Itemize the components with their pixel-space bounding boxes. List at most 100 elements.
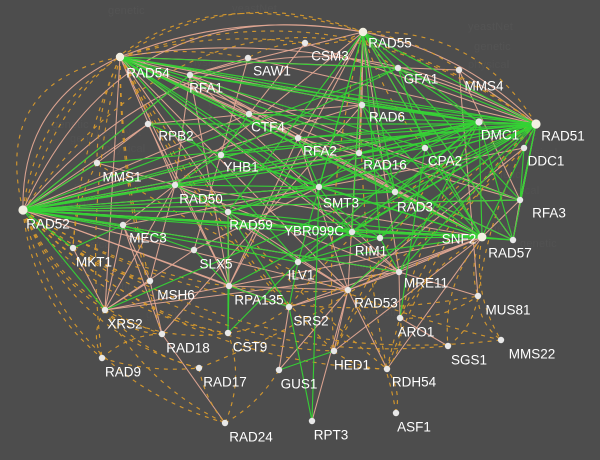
edge-coexpression xyxy=(228,285,290,308)
node-ybr099c[interactable] xyxy=(348,228,356,236)
edge-coexpression xyxy=(288,261,299,308)
node-label-rad52: RAD52 xyxy=(26,217,70,232)
node-label-rdh54: RDH54 xyxy=(392,375,437,390)
edge-physical xyxy=(399,317,449,347)
edge-coexpression xyxy=(519,123,537,201)
edge-coexpression xyxy=(318,186,353,233)
node-srs2[interactable] xyxy=(285,303,293,311)
edge-coexpression xyxy=(227,211,353,233)
edge-coexpression xyxy=(297,236,483,263)
node-label-snf2: SNF2 xyxy=(442,232,477,247)
node-rad24[interactable] xyxy=(221,419,229,427)
edge-genetic xyxy=(399,295,479,319)
node-mms22[interactable] xyxy=(497,336,505,344)
node-rad51[interactable] xyxy=(531,119,541,129)
node-cpa2[interactable] xyxy=(421,144,429,152)
node-label-dmc1: DMC1 xyxy=(481,128,519,143)
edge-physical xyxy=(347,236,483,291)
node-label-rad54: RAD54 xyxy=(126,66,170,81)
node-yhb1[interactable] xyxy=(217,151,225,159)
edge-coexpression xyxy=(397,67,480,123)
node-sgs1[interactable] xyxy=(444,342,452,350)
edge-genetic xyxy=(22,56,121,211)
edge-coexpression xyxy=(358,123,537,154)
node-rfa2[interactable] xyxy=(294,134,302,142)
node-mms1[interactable] xyxy=(93,159,101,167)
node-rad16[interactable] xyxy=(355,149,363,157)
node-ddc1[interactable] xyxy=(520,144,528,152)
edge-coexpression xyxy=(297,121,480,139)
edge-physical xyxy=(96,162,176,186)
node-gfa1[interactable] xyxy=(394,64,402,72)
node-rad57[interactable] xyxy=(509,236,517,244)
node-label-mec3: MEC3 xyxy=(129,231,167,246)
node-label-layer: RAD54 RFA1 SAW1 CSM3 RAD55 GFA1 MMS4 RPB2 CTF4 RA… xyxy=(26,36,585,445)
node-slx5[interactable] xyxy=(190,246,198,254)
edge-genetic xyxy=(477,295,502,341)
edge-coexpression xyxy=(174,184,229,213)
node-hed1[interactable] xyxy=(330,347,338,355)
node-rad3[interactable] xyxy=(391,188,399,196)
edge-physical xyxy=(278,306,290,371)
node-rad50[interactable] xyxy=(171,181,179,189)
node-gus1[interactable] xyxy=(275,366,283,374)
node-asf1[interactable] xyxy=(392,409,400,417)
node-rad55[interactable] xyxy=(358,27,368,37)
edge-coexpression xyxy=(119,56,299,263)
edge-coexpression xyxy=(22,209,74,249)
edge-coexpression xyxy=(22,191,396,211)
edge-genetic xyxy=(119,30,537,125)
node-mus81[interactable] xyxy=(474,292,482,300)
node-ctf4[interactable] xyxy=(245,110,253,118)
node-mms4[interactable] xyxy=(455,66,463,74)
watermark-text: yeastNet xyxy=(468,21,513,33)
node-layer[interactable] xyxy=(18,27,541,427)
node-csm3[interactable] xyxy=(301,39,309,47)
node-label-rad24: RAD24 xyxy=(229,430,273,445)
node-snf2[interactable] xyxy=(477,232,487,242)
edge-coexpression xyxy=(379,123,537,239)
edge-coexpression xyxy=(147,123,222,156)
node-rpa135[interactable] xyxy=(225,282,233,290)
node-rad17[interactable] xyxy=(195,364,203,372)
node-msh6[interactable] xyxy=(146,277,154,285)
edge-genetic xyxy=(362,31,460,71)
node-rad9[interactable] xyxy=(98,354,106,362)
node-rpb2[interactable] xyxy=(144,120,152,128)
node-label-yhb1: YHB1 xyxy=(223,160,258,175)
node-dmc1[interactable] xyxy=(475,118,483,126)
node-cst9[interactable] xyxy=(224,329,232,337)
node-rad6[interactable] xyxy=(358,101,366,109)
node-smt3[interactable] xyxy=(315,183,323,191)
edge-physical xyxy=(119,24,364,58)
edge-genetic xyxy=(333,123,537,352)
node-rad59[interactable] xyxy=(224,208,232,216)
node-rad52[interactable] xyxy=(18,205,28,215)
node-mkt1[interactable] xyxy=(69,244,77,252)
node-rad53[interactable] xyxy=(344,286,352,294)
node-mre11[interactable] xyxy=(395,268,403,276)
node-aro1[interactable] xyxy=(396,314,404,322)
node-rfa3[interactable] xyxy=(516,196,524,204)
edge-coexpression xyxy=(362,31,480,123)
node-ilv1[interactable] xyxy=(294,258,302,266)
edge-coexpression xyxy=(174,184,320,188)
node-saw1[interactable] xyxy=(244,54,252,62)
edge-coexpression xyxy=(297,237,381,263)
node-mec3[interactable] xyxy=(119,221,127,229)
edge-physical xyxy=(174,184,349,291)
node-xrs2[interactable] xyxy=(101,306,109,314)
node-label-ilv1: ILV1 xyxy=(288,268,315,283)
node-rdh54[interactable] xyxy=(383,365,391,373)
edge-coexpression xyxy=(227,285,230,334)
node-rim1[interactable] xyxy=(376,234,384,242)
node-rpt3[interactable] xyxy=(308,417,316,425)
edge-coexpression xyxy=(297,123,537,139)
edge-coexpression xyxy=(351,231,483,238)
node-rad54[interactable] xyxy=(115,52,125,62)
node-rad18[interactable] xyxy=(158,330,166,338)
node-rfa1[interactable] xyxy=(186,71,194,79)
edge-physical xyxy=(248,113,299,139)
